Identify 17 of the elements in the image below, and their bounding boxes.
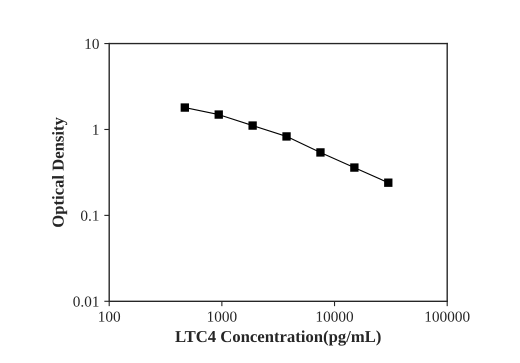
y-tick-label: 10 [86,38,99,50]
point [384,178,392,187]
y-tick-label: 0.1 [80,210,99,221]
y-tick-label: 0.01 [73,296,99,307]
point [214,110,223,119]
y-tick-label: 1 [93,124,99,135]
point [180,103,189,112]
x-tick-label: 100000 [426,311,470,322]
x-axis-title: LTC4 Concentration(pg/mL) [175,330,381,346]
point [350,163,359,172]
point [248,121,257,130]
point [316,148,325,157]
x-tick-label: 1000 [208,311,237,322]
y-axis-title: Optical Density [52,117,68,227]
x-tick-label: 10000 [316,311,354,322]
point [282,132,291,141]
x-tick-label: 100 [99,311,120,322]
